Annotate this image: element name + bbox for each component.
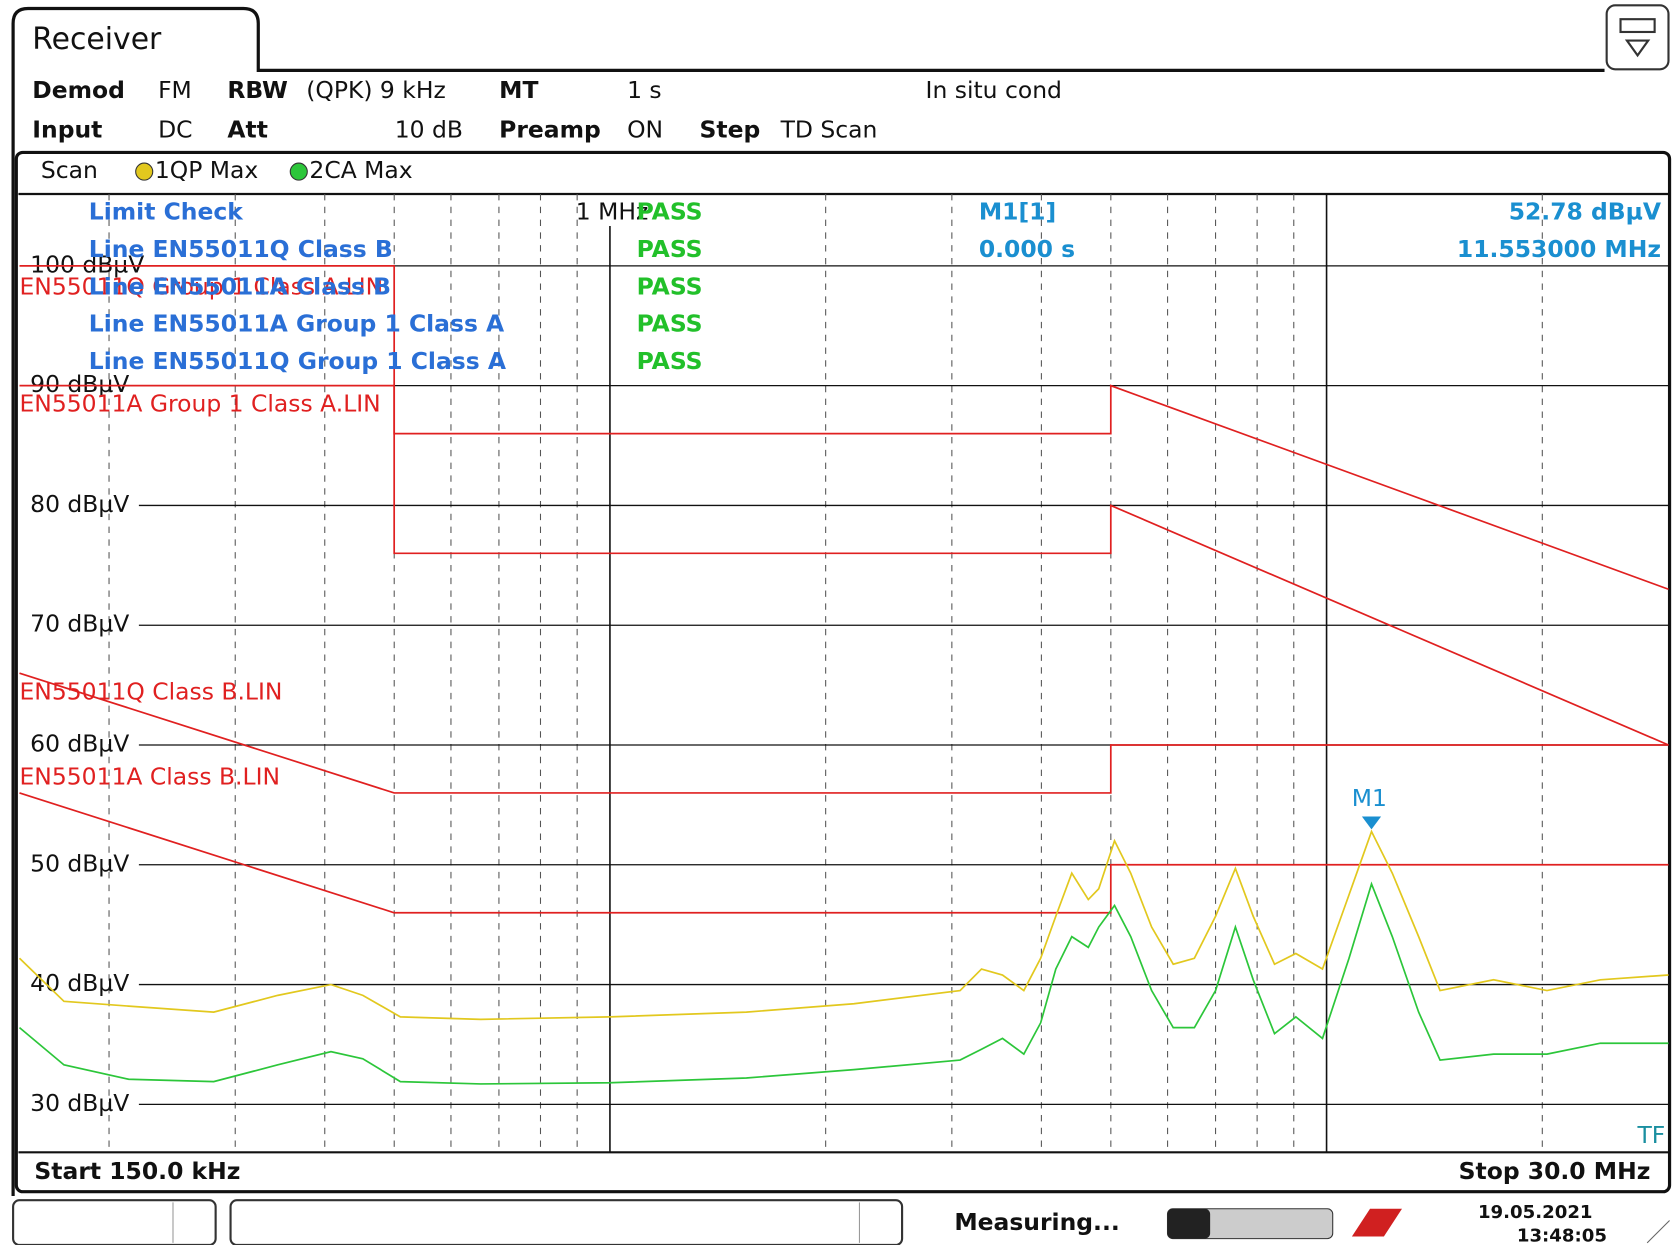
limit-check-line: Line EN55011A Class B: [89, 272, 391, 300]
limit-line: [19, 264, 1669, 591]
setting-text: Preamp: [499, 116, 601, 144]
limit-check-status: PASS: [637, 347, 703, 375]
y-tick-label: 70 dBµV: [30, 610, 129, 638]
setting-text: In situ cond: [926, 76, 1062, 104]
y-tick-label: 100 dBµV: [30, 250, 144, 278]
y-tick-label: 40 dBµV: [30, 969, 129, 997]
marker-value: 52.78 dBµV: [1509, 198, 1662, 226]
status-date: 19.05.2021: [1478, 1202, 1593, 1223]
plot-frame: [14, 150, 1672, 1194]
limit-check-status: PASS: [637, 198, 703, 226]
x-tick-label: 1 MHz: [576, 198, 649, 226]
y-tick-label: 60 dBµV: [30, 730, 129, 758]
marker: [1361, 816, 1382, 830]
menu-arrow: [1624, 39, 1651, 58]
marker-name: M1[1]: [979, 198, 1056, 226]
setting-text: 10 dB: [395, 116, 463, 144]
marker-label: M1: [1352, 784, 1387, 812]
limit-check-line: Line EN55011Q Class B: [89, 235, 393, 263]
limit-line-label: EN55011A Group 1 Class A.LIN: [20, 390, 381, 418]
setting-text: FM: [158, 76, 192, 104]
limit-check-title: Limit Check: [89, 198, 244, 226]
marker-freq: 11.553000 MHz: [1457, 235, 1661, 263]
tab-title: Receiver: [32, 22, 162, 57]
setting-text: ON: [627, 116, 663, 144]
limit-check-status: PASS: [637, 310, 703, 338]
corner-label: TF: [1636, 1121, 1665, 1149]
legend-label: 1QP Max: [155, 156, 259, 184]
setting-text: Demod: [32, 76, 125, 104]
limit-check-status: PASS: [637, 272, 703, 300]
setting-text: Input: [32, 116, 102, 144]
legend-swatch: [289, 162, 308, 181]
setting-text: (QPK) 9 kHz: [306, 76, 446, 104]
stop-label: Stop 30.0 MHz: [1459, 1157, 1651, 1185]
softkey[interactable]: [12, 1199, 217, 1245]
y-tick-label: 80 dBµV: [30, 490, 129, 518]
trace: [18, 881, 1669, 1085]
limit-line: [19, 792, 1669, 914]
limit-line-label: EN55011Q Group 1 Class A.LIN: [20, 272, 384, 300]
limit-line: [19, 384, 1669, 746]
legend-title: Scan: [41, 156, 98, 184]
window-frame: [11, 6, 1605, 1196]
setting-text: DC: [158, 116, 192, 144]
progress-bar: [1166, 1208, 1334, 1240]
setting-text: Step: [700, 116, 761, 144]
menu-button[interactable]: [1605, 4, 1670, 71]
menu-icon: [1619, 18, 1656, 34]
setting-text: TD Scan: [780, 116, 878, 144]
logo: [1351, 1208, 1403, 1237]
setting-text: RBW: [227, 76, 288, 104]
marker-time: 0.000 s: [979, 235, 1075, 263]
limit-check-line: Line EN55011A Group 1 Class A: [89, 310, 505, 338]
y-tick-label: 30 dBµV: [30, 1089, 129, 1117]
trace: [18, 829, 1669, 1021]
start-label: Start 150.0 kHz: [34, 1157, 240, 1185]
input-field[interactable]: [229, 1199, 904, 1245]
limit-line: [19, 672, 1669, 794]
limit-check-status: PASS: [637, 235, 703, 263]
progress-fill: [1167, 1208, 1211, 1239]
limit-line-label: EN55011Q Class B.LIN: [20, 677, 283, 705]
status-state: Measuring...: [954, 1208, 1119, 1236]
setting-text: 1 s: [627, 76, 662, 104]
setting-text: MT: [499, 76, 538, 104]
setting-text: Att: [227, 116, 268, 144]
limit-line-label: EN55011A Class B.LIN: [20, 763, 281, 791]
legend-swatch: [135, 162, 154, 181]
status-time: 13:48:05: [1517, 1225, 1607, 1245]
limit-check-line: Line EN55011Q Group 1 Class A: [89, 347, 507, 375]
y-tick-label: 90 dBµV: [30, 370, 129, 398]
resize-grip: [1646, 1220, 1670, 1244]
y-tick-label: 50 dBµV: [30, 849, 129, 877]
legend-label: 2CA Max: [309, 156, 412, 184]
